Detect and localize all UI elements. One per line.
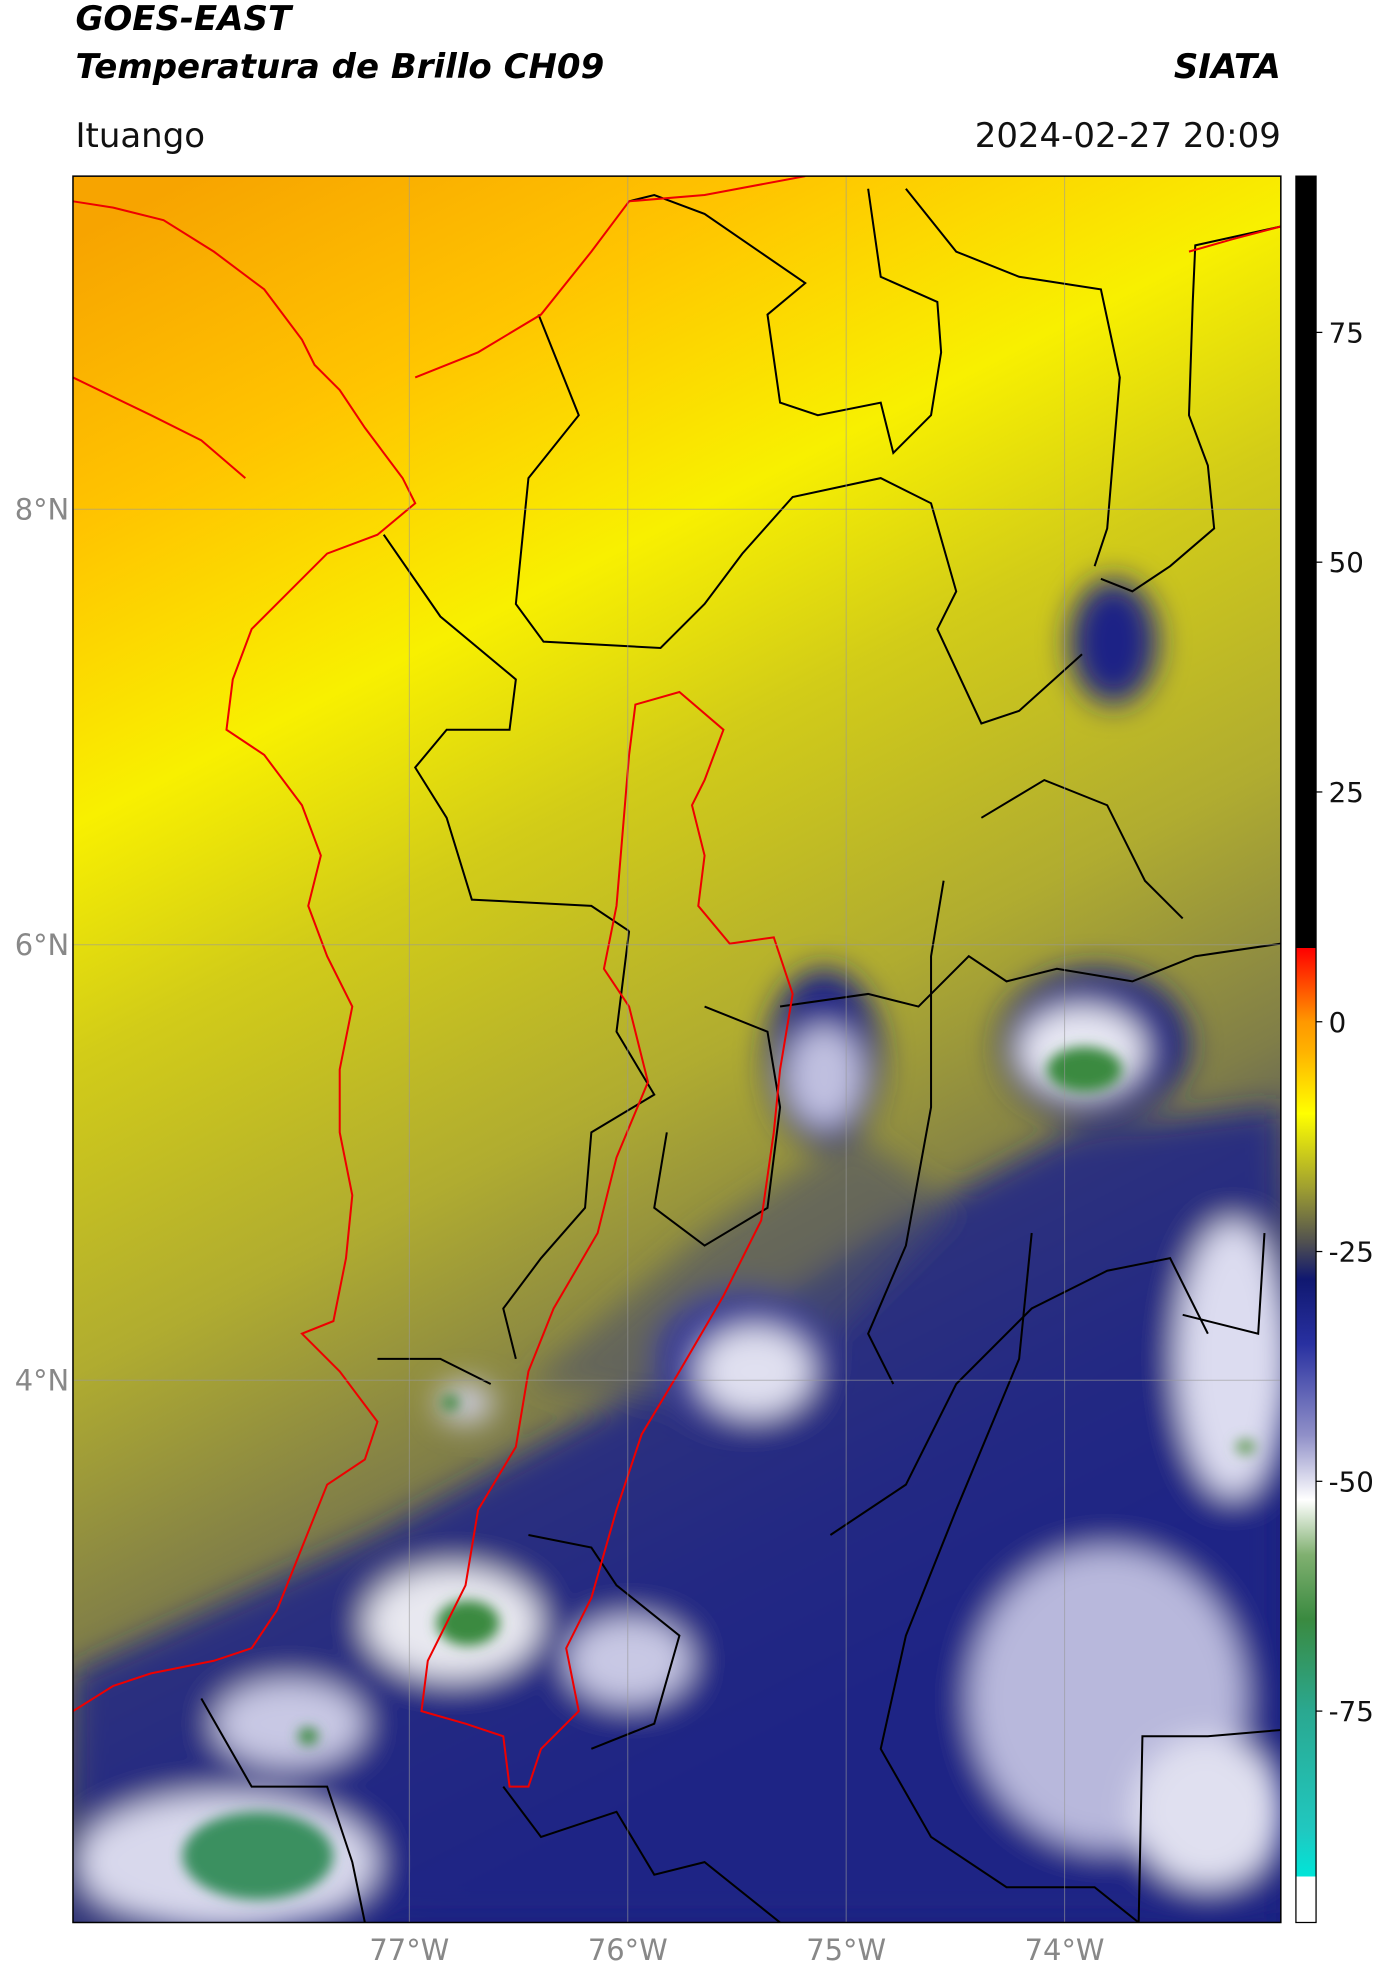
colorbar-label: 25 bbox=[1329, 776, 1364, 809]
colorbar-label: 75 bbox=[1329, 316, 1364, 349]
datetime: 2024-02-27 20:09 bbox=[975, 116, 1281, 156]
cloud-field bbox=[72, 578, 1281, 1923]
lat-label: 4°N bbox=[15, 1363, 70, 1397]
colorbar-label: -50 bbox=[1329, 1465, 1374, 1498]
lon-label: 76°W bbox=[588, 1933, 668, 1967]
map-frame bbox=[72, 175, 1282, 1924]
source: SIATA bbox=[1174, 47, 1281, 87]
colorbar-label: 50 bbox=[1329, 546, 1364, 579]
lon-label: 75°W bbox=[806, 1933, 886, 1967]
subtitle: Temperatura de Brillo CH09 bbox=[75, 47, 604, 87]
map bbox=[72, 176, 1281, 1923]
title: GOES-EAST bbox=[75, 0, 293, 39]
graticule bbox=[72, 176, 1281, 1923]
colorbar-label: 0 bbox=[1329, 1006, 1347, 1039]
colorbar-label: -75 bbox=[1329, 1695, 1374, 1728]
lat-label: 8°N bbox=[15, 492, 70, 526]
location: Ituango bbox=[75, 116, 205, 156]
colorbar bbox=[1295, 175, 1317, 1924]
lon-label: 74°W bbox=[1025, 1933, 1105, 1967]
lon-label: 77°W bbox=[369, 1933, 449, 1967]
basin-and-coast bbox=[72, 176, 1281, 1788]
lat-label: 6°N bbox=[15, 928, 70, 962]
admin-boundaries bbox=[200, 188, 1281, 1923]
colorbar-label: -25 bbox=[1329, 1236, 1374, 1269]
